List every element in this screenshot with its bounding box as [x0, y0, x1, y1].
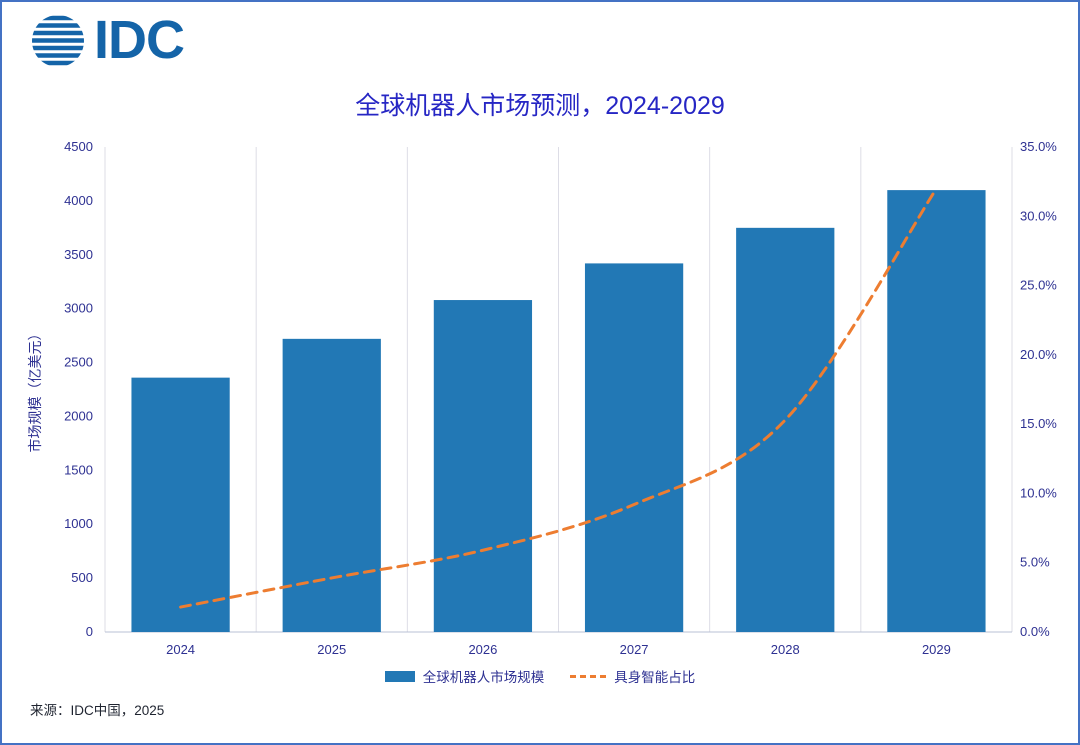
right-axis-tick: 35.0%: [1020, 139, 1057, 154]
x-axis-label: 2029: [922, 642, 951, 657]
idc-logo: IDC: [28, 10, 185, 70]
right-axis-tick: 5.0%: [1020, 555, 1050, 570]
chart-legend: 全球机器人市场规模 具身智能占比: [0, 666, 1080, 686]
line-series-path: [179, 187, 938, 609]
bar-2027: [584, 263, 684, 632]
left-axis-title: 市场规模（亿美元）: [27, 327, 43, 453]
line-series-swatch: [570, 674, 607, 678]
right-axis-tick: 10.0%: [1020, 485, 1057, 500]
bar-2024: [131, 377, 230, 632]
bar-2029: [887, 190, 986, 632]
left-axis-tick: 4500: [64, 139, 93, 154]
left-axis-tick: 2000: [64, 408, 93, 423]
bar-2025: [282, 338, 381, 632]
source-note: 来源：IDC中国，2025: [30, 703, 165, 718]
left-axis-tick: 4000: [64, 193, 93, 208]
x-axis-label: 2028: [771, 642, 800, 657]
idc-globe-icon: [32, 15, 84, 66]
x-axis-label: 2026: [468, 642, 497, 657]
right-axis-tick: 25.0%: [1020, 278, 1057, 293]
bar-series-swatch: [384, 670, 415, 682]
legend-item-line: 具身智能占比: [570, 666, 695, 686]
left-axis-tick: 2500: [64, 355, 93, 370]
bar-2026: [433, 300, 533, 632]
right-axis-tick: 15.0%: [1020, 416, 1057, 431]
right-axis-tick: 20.0%: [1020, 347, 1057, 362]
chart-svg: 0 500 1000 1500 2000 2500 3000 3500 4000 4500 0.0%…: [27, 139, 1057, 657]
chart-title: 全球机器人市场预测，2024-2029: [355, 92, 725, 120]
bar-series-label: 全球机器人市场规模: [422, 670, 545, 685]
left-axis-tick: 500: [71, 570, 93, 585]
line-series-label: 具身智能占比: [614, 670, 696, 685]
left-axis-tick: 1000: [64, 516, 93, 531]
left-axis-tick: 1500: [64, 462, 93, 477]
chart-area: 0 500 1000 1500 2000 2500 3000 3500 4000 4500 0.0%…: [0, 130, 1080, 675]
bar-2028: [736, 227, 835, 632]
legend-item-bar: 全球机器人市场规模: [384, 666, 545, 686]
right-axis-tick: 0.0%: [1020, 624, 1050, 639]
left-axis-tick: 3000: [64, 301, 93, 316]
x-axis-label: 2025: [317, 642, 346, 657]
x-axis-label: 2027: [620, 642, 649, 657]
right-axis-tick: 30.0%: [1020, 208, 1057, 223]
x-axis-label: 2024: [166, 642, 195, 657]
left-axis-tick: 3500: [64, 247, 93, 262]
idc-logo-text: IDC: [94, 10, 185, 70]
left-axis-tick: 0: [86, 624, 93, 639]
